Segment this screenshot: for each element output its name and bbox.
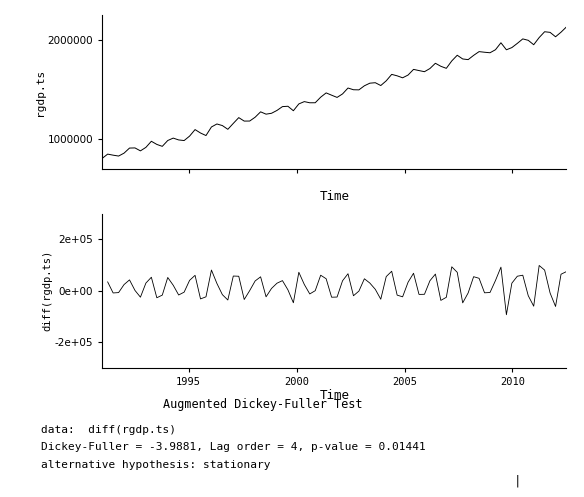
Y-axis label: diff(rgdp.ts): diff(rgdp.ts) bbox=[42, 250, 52, 331]
Text: alternative hypothesis: stationary: alternative hypothesis: stationary bbox=[41, 460, 270, 470]
Text: data:  diff(rgdp.ts): data: diff(rgdp.ts) bbox=[41, 425, 176, 435]
Text: Time: Time bbox=[319, 190, 349, 203]
Y-axis label: rgdp.ts: rgdp.ts bbox=[35, 68, 45, 116]
Text: Dickey-Fuller = -3.9881, Lag order = 4, p-value = 0.01441: Dickey-Fuller = -3.9881, Lag order = 4, … bbox=[41, 442, 426, 452]
Text: Time: Time bbox=[319, 389, 349, 402]
Text: |: | bbox=[514, 475, 522, 488]
Text: Augmented Dickey-Fuller Test: Augmented Dickey-Fuller Test bbox=[163, 398, 363, 411]
